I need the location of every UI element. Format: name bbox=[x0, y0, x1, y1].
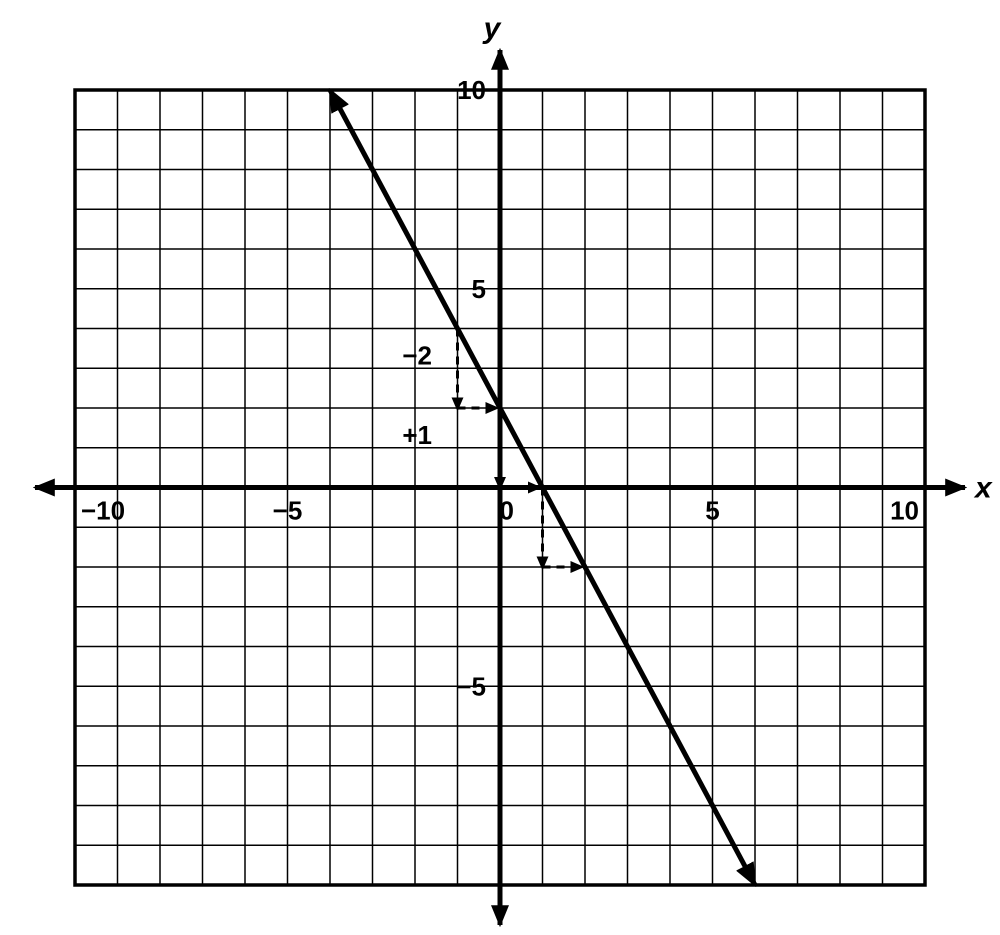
y-axis-label: y bbox=[482, 12, 502, 45]
x-tick-label: 5 bbox=[705, 496, 719, 526]
coordinate-plane-chart: x y −10 −5 0 5 10 −5 5 10 −2 +1 bbox=[0, 0, 1000, 935]
x-axis-label: x bbox=[973, 472, 993, 505]
y-tick-label: 10 bbox=[457, 75, 486, 105]
x-tick-label: 0 bbox=[500, 496, 514, 526]
slope-annotation: −2 bbox=[402, 340, 432, 370]
x-tick-label: −5 bbox=[273, 496, 303, 526]
y-tick-label: −5 bbox=[456, 671, 486, 701]
x-tick-label: −10 bbox=[81, 496, 125, 526]
slope-annotation: +1 bbox=[402, 420, 432, 450]
x-tick-label: 10 bbox=[890, 496, 919, 526]
y-tick-label: 5 bbox=[472, 274, 486, 304]
